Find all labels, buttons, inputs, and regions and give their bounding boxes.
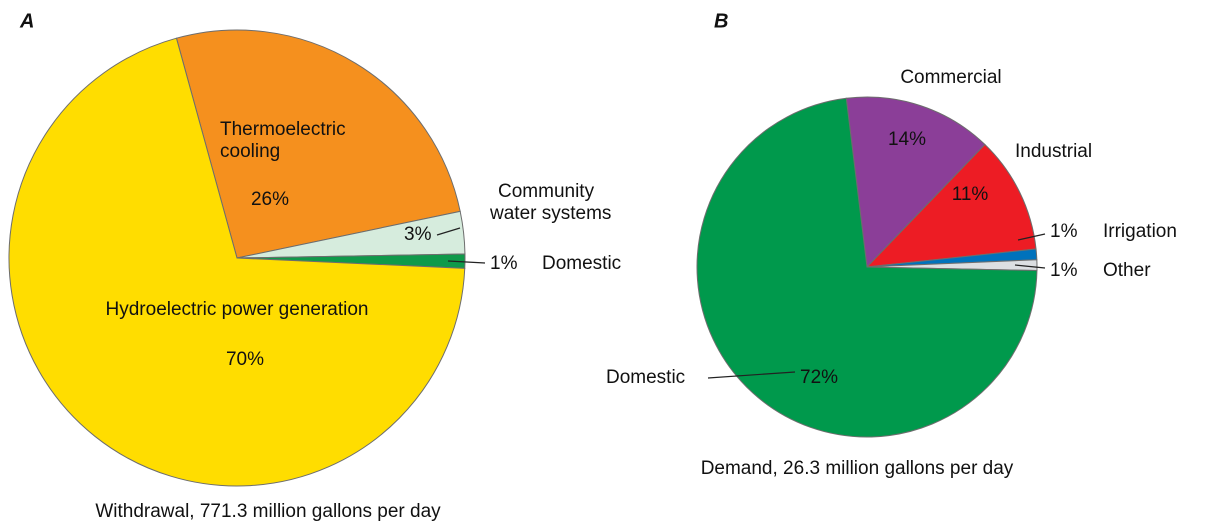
value-label: 14% (888, 129, 926, 150)
leader-line (1014, 264, 1046, 269)
slice-label: Hydroelectric power generation (106, 299, 369, 320)
value-label: 70% (226, 349, 264, 370)
value-label: 1% (490, 253, 518, 274)
slice-label: Domestic (542, 253, 621, 274)
pie-slice (696, 97, 1038, 438)
value-label: 1% (1050, 260, 1078, 281)
slice-label: Thermoelectric cooling (220, 119, 351, 162)
value-label: 26% (251, 189, 289, 210)
value-label: 3% (404, 224, 432, 245)
slice-label: Industrial (1015, 141, 1092, 162)
panel-label: A (19, 10, 34, 32)
leader-line (447, 260, 486, 264)
pie-slice (8, 37, 466, 487)
leader-line (1017, 233, 1046, 241)
slice-label: Irrigation (1103, 221, 1177, 242)
pie-slice (865, 143, 1037, 268)
value-label: 11% (952, 184, 989, 205)
slice-label: Domestic (606, 367, 685, 388)
panel-label: B (714, 10, 728, 32)
leader-line (707, 371, 796, 379)
value-label: 72% (800, 367, 838, 388)
caption: Demand, 26.3 million gallons per day (701, 458, 1014, 479)
slice-label: Other (1103, 260, 1151, 281)
slice-label: Commercial (900, 67, 1001, 88)
pie-slice (845, 96, 986, 269)
slice-label: Community water systems (489, 181, 611, 224)
leader-line (436, 227, 461, 236)
caption: Withdrawal, 771.3 million gallons per da… (95, 501, 441, 522)
pie-slice (175, 29, 461, 259)
value-label: 1% (1050, 221, 1078, 242)
